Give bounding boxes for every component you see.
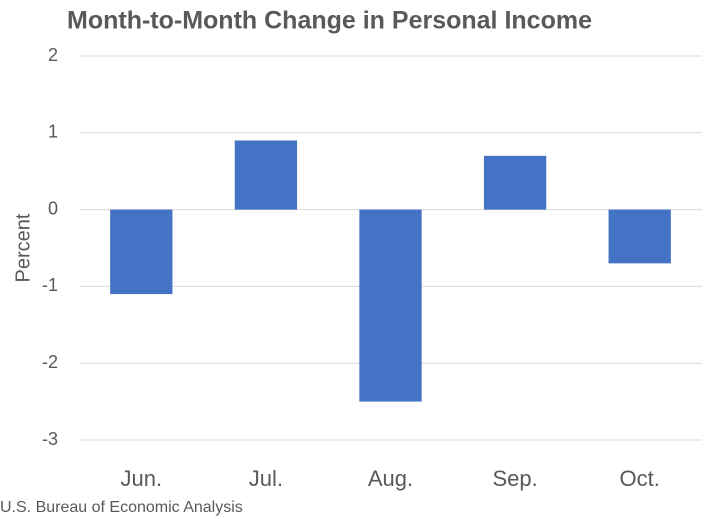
bar bbox=[608, 209, 671, 264]
bar bbox=[234, 140, 298, 210]
y-tick-label: 1 bbox=[48, 122, 58, 142]
chart-title: Month-to-Month Change in Personal Income bbox=[67, 7, 592, 35]
source-note: U.S. Bureau of Economic Analysis bbox=[0, 499, 243, 516]
x-tick-label: Jul. bbox=[249, 466, 283, 491]
bar bbox=[483, 155, 547, 210]
x-tick-label: Aug. bbox=[368, 466, 413, 491]
y-tick-label: 0 bbox=[48, 198, 58, 218]
y-tick-label: -2 bbox=[42, 352, 58, 372]
y-axis-label: Percent bbox=[12, 213, 34, 282]
bar bbox=[110, 209, 173, 295]
x-tick-label: Oct. bbox=[620, 466, 660, 491]
y-tick-label: 2 bbox=[48, 45, 58, 65]
x-tick-label: Sep. bbox=[492, 466, 537, 491]
y-tick-label: -3 bbox=[42, 429, 58, 449]
bar bbox=[359, 209, 422, 402]
x-tick-label: Jun. bbox=[121, 466, 163, 491]
y-tick-label: -1 bbox=[42, 275, 58, 295]
